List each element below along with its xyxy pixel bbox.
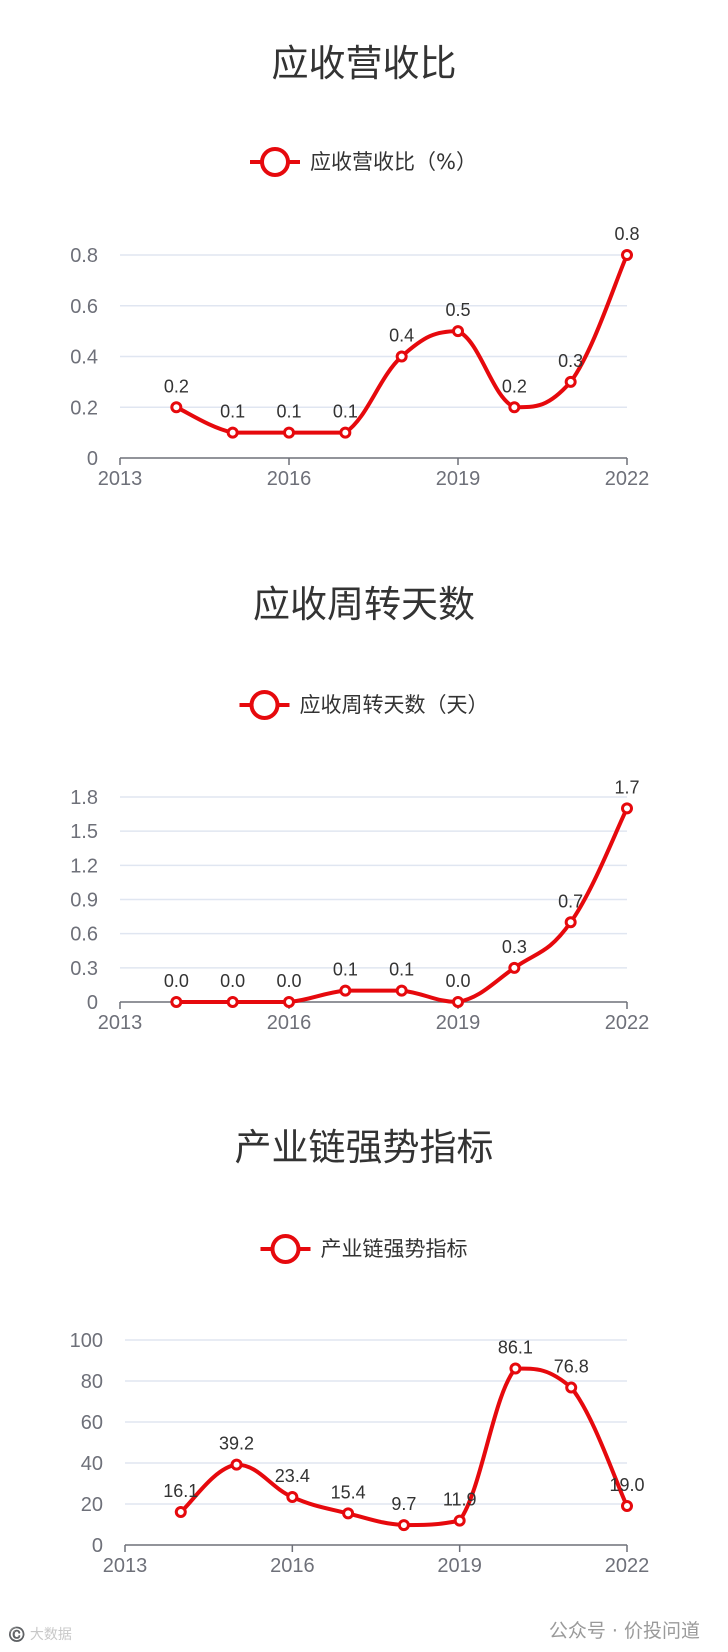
y-tick-label: 1.8 <box>70 787 98 809</box>
data-point <box>339 426 352 439</box>
y-tick-label: 0.6 <box>70 296 98 318</box>
data-point <box>395 984 408 997</box>
watermark-right: 公众号 · 价投问道 <box>548 1620 700 1642</box>
data-label: 11.9 <box>443 1490 477 1510</box>
x-tick-label: 2013 <box>98 1012 143 1034</box>
data-point <box>508 961 521 974</box>
data-label: 0.3 <box>558 351 583 371</box>
data-label: 0.0 <box>445 971 470 991</box>
x-tick-label: 2016 <box>270 1555 315 1577</box>
chart-title: 应收周转天数 <box>253 583 475 626</box>
y-tick-label: 0 <box>87 992 98 1014</box>
data-label: 0.1 <box>276 402 301 422</box>
legend-label: 产业链强势指标 <box>321 1237 468 1261</box>
data-point <box>621 802 633 815</box>
x-tick-label: 2022 <box>605 1555 650 1577</box>
data-label: 86.1 <box>498 1337 533 1357</box>
data-label: 0.2 <box>502 376 527 396</box>
data-label: 0.7 <box>558 891 583 911</box>
legend-marker-icon <box>249 690 280 720</box>
data-point <box>621 1500 633 1513</box>
data-point <box>226 426 239 439</box>
data-point <box>170 401 183 414</box>
y-tick-label: 40 <box>81 1453 103 1475</box>
y-tick-label: 100 <box>70 1330 103 1352</box>
y-tick-label: 80 <box>81 1371 103 1393</box>
y-tick-label: 0.4 <box>70 347 98 369</box>
legend-label: 应收周转天数（天） <box>300 693 489 717</box>
y-tick-label: 1.2 <box>70 855 98 877</box>
data-label: 0.3 <box>502 937 527 957</box>
data-point <box>452 996 464 1008</box>
data-point <box>564 375 577 388</box>
y-tick-label: 0.2 <box>70 397 98 419</box>
data-point <box>226 996 239 1008</box>
data-label: 1.7 <box>614 777 639 797</box>
data-point <box>174 1505 187 1518</box>
y-tick-label: 0.9 <box>70 890 98 912</box>
data-label: 76.8 <box>554 1357 589 1377</box>
data-point <box>397 1519 410 1532</box>
data-point <box>564 916 577 929</box>
x-tick-label: 2016 <box>267 1012 312 1034</box>
x-tick-label: 2013 <box>103 1555 148 1577</box>
data-label: 0.0 <box>164 971 189 991</box>
data-point <box>286 1491 299 1504</box>
x-tick-label: 2019 <box>436 468 481 490</box>
data-label: 16.1 <box>163 1481 198 1501</box>
data-label: 9.7 <box>391 1494 416 1514</box>
data-point <box>452 325 464 338</box>
x-tick-label: 2019 <box>437 1555 482 1577</box>
y-tick-label: 0 <box>92 1535 103 1557</box>
data-point <box>170 996 183 1008</box>
data-point <box>509 1362 522 1375</box>
y-tick-label: 60 <box>81 1412 103 1434</box>
data-label: 0.5 <box>445 300 470 320</box>
y-tick-label: 0.6 <box>70 924 98 946</box>
data-label: 23.4 <box>275 1466 310 1486</box>
data-label: 0.8 <box>614 224 639 244</box>
legend-label: 应收营收比（%） <box>310 150 477 174</box>
data-point <box>395 350 408 363</box>
data-label: 39.2 <box>219 1434 254 1454</box>
y-tick-label: 0.3 <box>70 958 98 980</box>
data-point <box>453 1514 466 1527</box>
x-tick-label: 2019 <box>436 1012 481 1034</box>
data-label: 0.1 <box>220 402 245 422</box>
data-label: 0.0 <box>276 971 301 991</box>
data-label: 0.0 <box>220 971 245 991</box>
x-tick-label: 2022 <box>605 468 650 490</box>
y-tick-label: 0 <box>87 448 98 470</box>
data-point <box>565 1381 578 1394</box>
x-tick-label: 2022 <box>605 1012 650 1034</box>
data-label: 0.4 <box>389 326 414 346</box>
legend-marker-icon <box>270 1234 301 1264</box>
data-label: 15.4 <box>331 1482 366 1502</box>
data-point <box>339 984 352 997</box>
data-point <box>283 996 295 1008</box>
data-point <box>621 249 633 261</box>
data-point <box>230 1458 243 1471</box>
x-tick-label: 2013 <box>98 468 143 490</box>
data-label: 0.2 <box>164 376 189 396</box>
watermark-left: ©️ 大数据 <box>8 1627 72 1643</box>
data-point <box>342 1507 355 1520</box>
data-label: 0.1 <box>333 402 358 422</box>
data-point <box>508 401 521 414</box>
data-label: 0.1 <box>389 960 414 980</box>
y-tick-label: 20 <box>81 1494 103 1516</box>
data-label: 19.0 <box>609 1475 644 1495</box>
x-tick-label: 2016 <box>267 468 312 490</box>
data-point <box>283 426 295 439</box>
y-tick-label: 0.8 <box>70 245 98 267</box>
legend-marker-icon <box>260 147 290 177</box>
data-label: 0.1 <box>333 960 358 980</box>
y-tick-label: 1.5 <box>70 821 98 843</box>
chart-title: 产业链强势指标 <box>235 1126 494 1169</box>
chart-title: 应收营收比 <box>272 42 457 85</box>
